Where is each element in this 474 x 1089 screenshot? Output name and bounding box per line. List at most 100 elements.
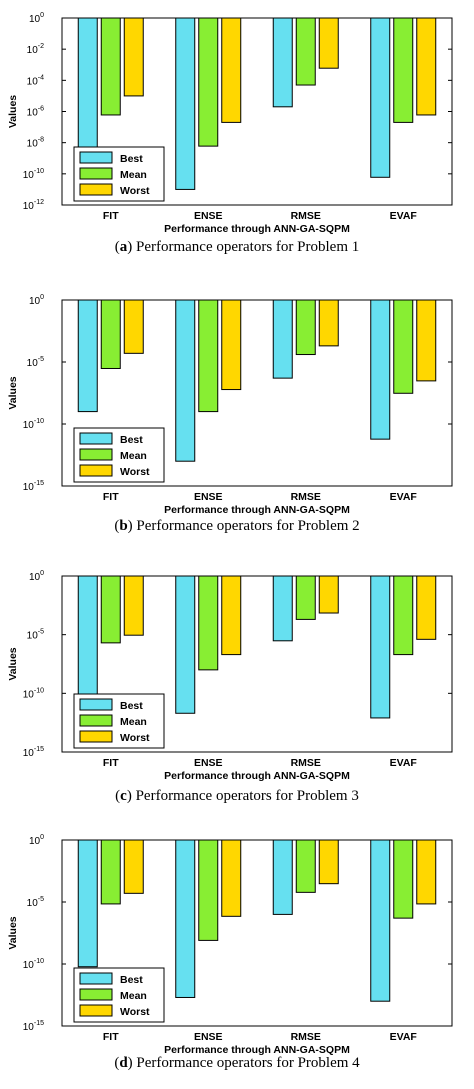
x-category-label: ENSE [194,210,223,222]
figure-caption: (b) Performance operators for Problem 2 [114,518,360,534]
x-category-label: RMSE [291,491,321,503]
bar-mean-rmse [295,575,316,620]
bar-best-rmse [272,575,293,642]
bar-worst-rmse [318,299,339,347]
x-category-label: EVAF [390,210,418,222]
caption-letter: c [120,788,127,804]
bar-best-fit [77,839,98,968]
y-tick-label: 10-5 [27,896,44,909]
chart-panel-a: 100 10-2 10-4 10-6 10-8 10-10 10-12 FIT ENSE RMSE… [0,0,474,242]
y-tick-label: 10-15 [23,1020,44,1033]
legend-label-worst: Worst [120,466,150,478]
bar-best-ense [175,299,196,462]
legend: Best Mean Worst [73,146,165,202]
x-category-label: ENSE [194,1031,223,1043]
bar-best-fit [77,575,98,697]
bar-mean-ense [198,299,219,413]
y-axis-label: Values [7,376,19,409]
legend-swatch-worst [79,464,113,477]
bar-worst-fit [123,575,144,636]
bar-worst-evaf [416,575,437,640]
x-category-label: EVAF [390,491,418,503]
bar-mean-fit [100,839,121,905]
legend-swatch-worst [79,1004,113,1017]
legend-swatch-best [79,698,113,711]
bar-mean-fit [100,575,121,644]
y-tick-label: 10-10 [23,958,44,971]
bar-mean-evaf [393,299,414,394]
bar-mean-rmse [295,17,316,86]
legend: Best Mean Worst [73,427,165,483]
bar-worst-ense [221,575,242,656]
figure-caption: (a) Performance operators for Problem 1 [114,239,360,255]
bar-mean-evaf [393,575,414,656]
x-category-label: ENSE [194,757,223,769]
y-tick-label: 10-8 [27,137,44,150]
x-category-label: RMSE [291,757,321,769]
bar-chart: 100 10-5 10-10 10-15 FIT ENSE RMSE EVAF Performa… [7,570,453,782]
bar-best-ense [175,575,196,714]
caption-text: ) Performance operators for Problem 4 [127,1055,360,1071]
x-category-label: RMSE [291,1031,321,1043]
x-category-label: FIT [103,757,119,769]
bar-worst-rmse [318,839,339,885]
legend-swatch-best [79,432,113,445]
x-category-label: RMSE [291,210,321,222]
bar-worst-rmse [318,575,339,614]
bar-worst-rmse [318,17,339,69]
y-tick-label: 100 [29,570,44,583]
y-tick-label: 10-2 [27,43,44,56]
legend-label-worst: Worst [120,1006,150,1018]
y-tick-label: 10-5 [27,356,44,369]
y-tick-label: 10-15 [23,480,44,493]
bar-mean-ense [198,575,219,671]
legend-label-mean: Mean [120,450,147,462]
bar-chart: 100 10-5 10-10 10-15 FIT ENSE RMSE EVAF Performa… [7,294,453,516]
legend-swatch-mean [79,448,113,461]
bar-worst-evaf [416,299,437,382]
bar-best-ense [175,839,196,998]
legend-label-worst: Worst [120,185,150,197]
bar-mean-evaf [393,839,414,919]
bar-mean-rmse [295,299,316,356]
caption-text: ) Performance operators for Problem 1 [127,239,360,255]
bar-best-ense [175,17,196,190]
bar-best-rmse [272,17,293,108]
legend-label-mean: Mean [120,990,147,1002]
y-tick-label: 100 [29,834,44,847]
chart-panel-d: 100 10-5 10-10 10-15 FIT ENSE RMSE EVAF Performa… [0,818,474,1064]
bar-worst-ense [221,839,242,917]
x-axis-label: Performance through ANN-GA-SQPM [164,1044,350,1056]
bar-best-evaf [370,839,391,1002]
y-axis-label: Values [7,647,19,680]
y-tick-label: 10-12 [23,199,44,212]
y-tick-label: 10-15 [23,746,44,759]
caption-letter: b [119,518,128,534]
bar-mean-ense [198,839,219,941]
x-category-label: FIT [103,491,119,503]
bar-chart: 100 10-2 10-4 10-6 10-8 10-10 10-12 FIT ENSE RMSE… [7,12,453,235]
legend: Best Mean Worst [73,693,165,749]
bar-worst-fit [123,17,144,97]
x-axis-label: Performance through ANN-GA-SQPM [164,504,350,516]
x-category-label: EVAF [390,757,418,769]
y-tick-label: 100 [29,12,44,25]
legend-label-best: Best [120,434,143,446]
bar-worst-evaf [416,839,437,905]
caption-text: ) Performance operators for Problem 2 [127,518,360,534]
bar-best-fit [77,17,98,152]
legend-label-mean: Mean [120,716,147,728]
y-tick-label: 10-10 [23,418,44,431]
legend: Best Mean Worst [73,967,165,1023]
bar-mean-ense [198,17,219,147]
x-axis-label: Performance through ANN-GA-SQPM [164,770,350,782]
y-tick-label: 100 [29,294,44,307]
bar-chart: 100 10-5 10-10 10-15 FIT ENSE RMSE EVAF Performa… [7,834,453,1056]
bar-mean-evaf [393,17,414,123]
y-tick-label: 10-4 [27,74,44,87]
bar-worst-ense [221,17,242,123]
legend-swatch-mean [79,988,113,1001]
x-category-label: FIT [103,210,119,222]
x-axis-label: Performance through ANN-GA-SQPM [164,223,350,235]
bar-worst-ense [221,299,242,391]
